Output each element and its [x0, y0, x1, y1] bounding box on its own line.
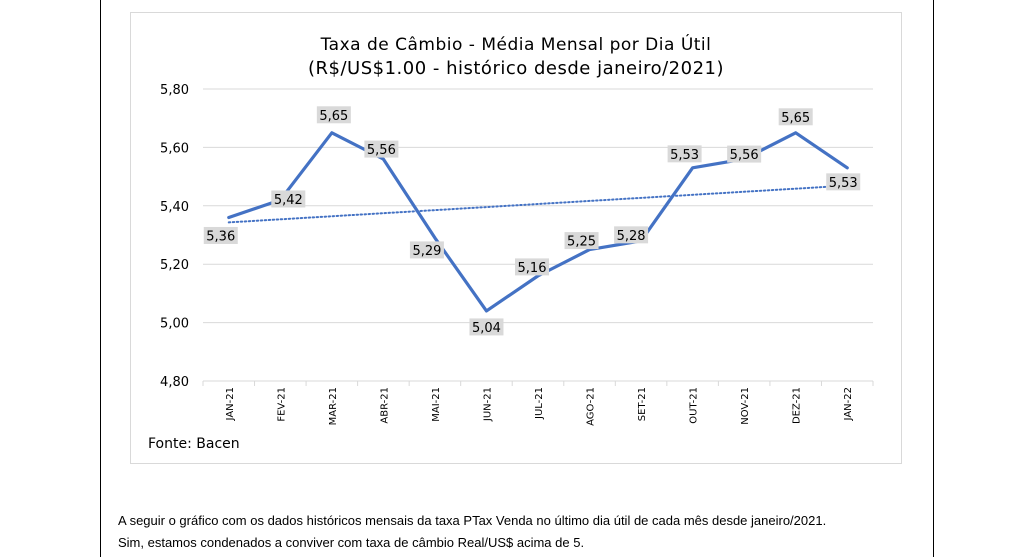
data-label: 5,25 — [567, 235, 596, 250]
y-tick-label: 4,80 — [160, 375, 189, 390]
caption-line-1: A seguir o gráfico com os dados históric… — [118, 513, 827, 528]
data-label: 5,16 — [518, 261, 547, 276]
x-tick-label: DEZ-21 — [792, 387, 803, 424]
data-label: 5,36 — [206, 229, 235, 244]
data-label: 5,29 — [412, 244, 441, 259]
data-label-box — [778, 108, 813, 126]
page-margin-right — [933, 0, 934, 557]
x-tick-label: ABR-21 — [379, 387, 390, 424]
x-tick-label: MAI-21 — [431, 387, 442, 422]
data-label: 5,04 — [472, 321, 501, 336]
data-label: 5,53 — [670, 148, 699, 163]
y-tick-label: 5,00 — [160, 317, 189, 332]
page-margin-left — [100, 0, 101, 557]
data-label: 5,56 — [367, 143, 396, 158]
x-tick-label: SET-21 — [637, 387, 648, 421]
data-label-box — [826, 173, 861, 191]
data-label-box — [316, 106, 351, 124]
data-label: 5,53 — [829, 176, 858, 191]
data-label-box — [515, 258, 549, 276]
x-tick-label: FEV-21 — [276, 387, 287, 422]
y-tick-label: 5,80 — [160, 83, 189, 98]
data-label-box — [727, 145, 762, 163]
x-tick-label: AGO-21 — [586, 387, 597, 426]
x-tick-label: NOV-21 — [740, 387, 751, 425]
data-label: 5,65 — [781, 111, 810, 126]
chart-title: Taxa de Câmbio - Média Mensal por Dia Út… — [320, 35, 712, 55]
y-tick-label: 5,60 — [160, 141, 189, 156]
data-label-box — [203, 226, 238, 244]
x-tick-label: MAR-21 — [328, 387, 339, 425]
y-tick-label: 5,40 — [160, 200, 189, 215]
exchange-rate-chart: 4,80 5,00 5,20 5,40 5,60 5,80 JAN-21 FEV-21 MAR-… — [160, 83, 874, 426]
trendline — [227, 184, 849, 224]
data-label-box — [409, 241, 444, 259]
data-label: 5,56 — [730, 148, 759, 163]
data-label: 5,42 — [274, 193, 303, 208]
source-note: Fonte: Bacen — [148, 436, 240, 452]
x-tick-label: JUL-21 — [534, 387, 545, 420]
data-label: 5,28 — [617, 229, 646, 244]
data-label-box — [364, 140, 399, 158]
data-label-box — [614, 226, 649, 244]
data-label-box — [564, 232, 599, 250]
chart-subtitle: (R$/US$1.00 - histórico desde janeiro/20… — [307, 58, 725, 79]
y-tick-label: 5,20 — [160, 258, 189, 273]
x-tick-label: JAN-22 — [843, 387, 854, 421]
data-label-box — [469, 318, 504, 336]
caption-line-2: Sim, estamos condenados a conviver com t… — [118, 535, 585, 550]
chart-frame: 4,80 5,00 5,20 5,40 5,60 5,80 JAN-21 FEV-21 MAR-… — [130, 12, 902, 464]
x-tick-label: JAN-21 — [225, 387, 236, 421]
x-tick-label: JUN-21 — [482, 387, 493, 422]
data-label: 5,65 — [319, 109, 348, 124]
data-label-box — [271, 190, 306, 208]
data-label-box — [667, 145, 702, 163]
x-tick-label: OUT-21 — [689, 387, 700, 424]
